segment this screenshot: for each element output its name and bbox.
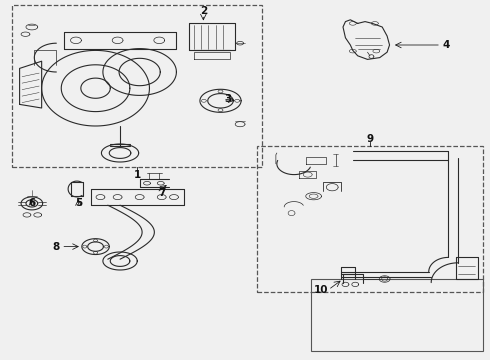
Text: 1: 1 xyxy=(134,170,141,180)
Text: 9: 9 xyxy=(367,134,373,144)
Bar xyxy=(311,279,483,351)
Text: 6: 6 xyxy=(28,198,35,208)
Text: 7: 7 xyxy=(158,188,166,198)
Bar xyxy=(12,5,262,167)
Text: 8: 8 xyxy=(53,242,60,252)
Text: 5: 5 xyxy=(75,198,82,208)
Text: 3: 3 xyxy=(224,94,231,104)
Text: 4: 4 xyxy=(442,40,450,50)
Text: 10: 10 xyxy=(314,285,328,295)
Text: 2: 2 xyxy=(200,6,207,16)
Bar xyxy=(257,146,483,292)
